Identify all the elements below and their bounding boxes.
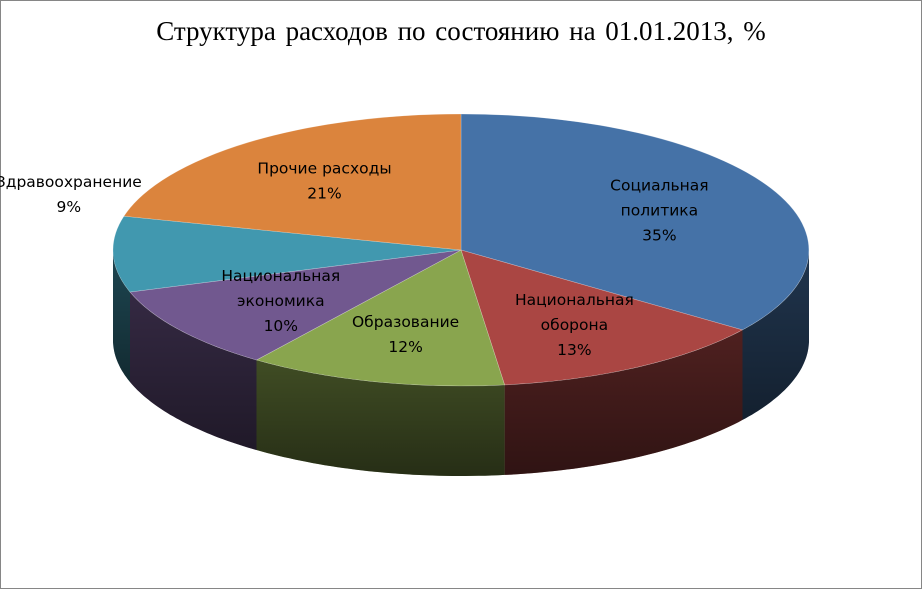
pie-slice-образование: [255, 249, 506, 387]
value-label-национальная-оборона: 13%: [557, 341, 591, 359]
pie-side-shade-национальная-экономика: [130, 292, 257, 450]
slice-label-национальная-оборона: оборона: [541, 316, 608, 334]
pie-sides: [113, 250, 809, 476]
slice-label-национальная-оборона: Национальная: [515, 291, 634, 309]
pie-slice-социальная-политика: [460, 113, 810, 331]
slice-label-национальная-экономика: Национальная: [221, 267, 340, 285]
pie-slice-национальная-оборона: [460, 249, 744, 386]
data-labels: Социальная политика 35% Национальная оборона…: [0, 160, 709, 359]
slice-label-здравоохранение: Здравоохранение: [0, 173, 142, 191]
value-label-образование: 12%: [388, 338, 422, 356]
pie-side-shade-образование: [256, 360, 505, 476]
pie-slice-прочие расходы: [123, 113, 462, 251]
pie-side-shade-национальная-оборона: [504, 329, 743, 475]
pie-side-shade-здравоохранение: [113, 250, 130, 382]
value-label-прочие расходы: 21%: [307, 185, 341, 203]
slice-label-национальная-экономика: экономика: [237, 292, 325, 310]
value-label-здравоохранение: 9%: [57, 198, 82, 216]
pie-slice-здравоохранение: [112, 215, 462, 293]
slice-label-социальная-политика: Социальная: [610, 177, 708, 195]
value-label-социальная-политика: 35%: [642, 227, 676, 245]
slice-label-образование: Образование: [352, 313, 459, 331]
pie-top-faces: [112, 113, 810, 387]
value-label-национальная-экономика: 10%: [264, 317, 298, 335]
pie-side-shade-социальная-политика: [742, 250, 809, 420]
slice-label-социальная-политика: политика: [621, 202, 699, 220]
chart-title: Структура расходов по состоянию на 01.01…: [156, 16, 766, 46]
slice-label-прочие расходы: Прочие расходы: [257, 160, 391, 178]
pie-slice-национальная-экономика: [129, 249, 462, 361]
